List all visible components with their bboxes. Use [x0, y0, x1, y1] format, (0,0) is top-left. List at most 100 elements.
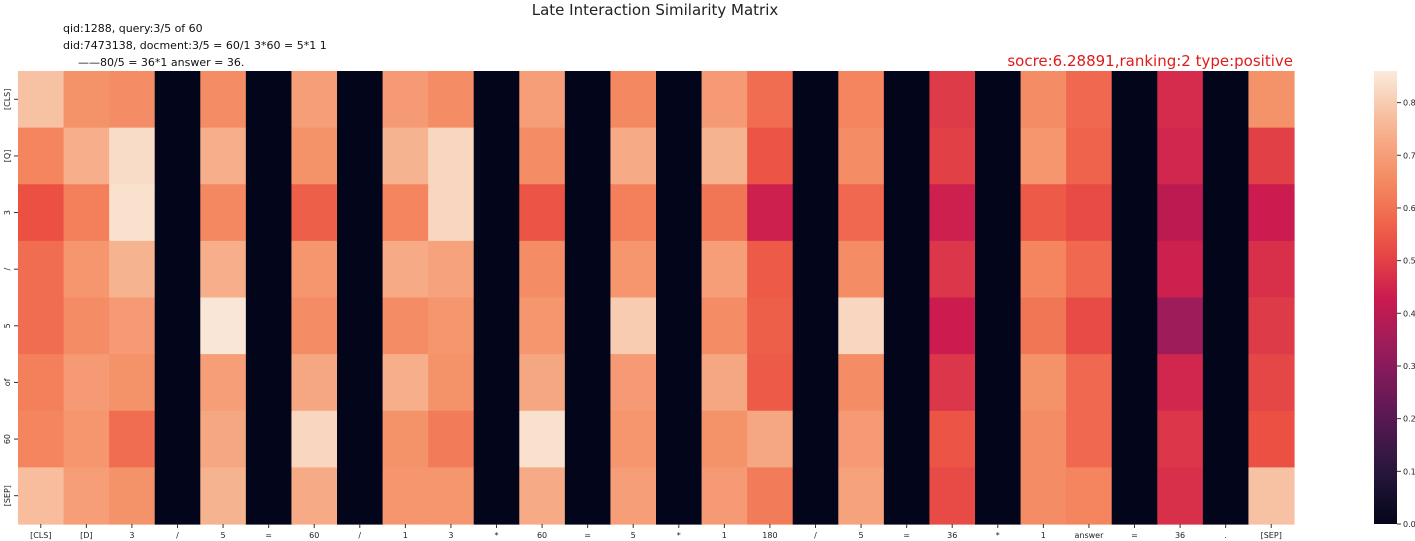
heatmap-cell	[18, 127, 65, 185]
heatmap-cell	[701, 240, 748, 299]
heatmap-cell	[656, 240, 703, 299]
heatmap-cell	[975, 354, 1022, 412]
heatmap-cell	[656, 127, 703, 185]
heatmap-cell	[154, 127, 201, 185]
heatmap-cell	[337, 297, 384, 355]
heatmap-cell	[701, 467, 748, 525]
heatmap-cell	[1020, 467, 1067, 525]
x-tick-label: 5	[631, 531, 636, 540]
heatmap-cell	[701, 410, 748, 468]
heatmap-cell	[610, 297, 657, 355]
heatmap-cell	[883, 184, 931, 242]
heatmap-cell	[747, 354, 794, 412]
y-tick-label: [Q]	[3, 150, 12, 163]
heatmap-cell	[701, 354, 748, 412]
heatmap-cell	[291, 297, 338, 355]
heatmap-cell	[701, 184, 748, 242]
heatmap-cell	[747, 240, 794, 299]
x-tick-label: 60	[309, 531, 319, 540]
colorbar-tick-label: 0.8	[1403, 99, 1415, 108]
heatmap-cell	[1248, 297, 1295, 355]
heatmap-cell	[883, 354, 931, 412]
x-tick-label: =	[903, 531, 910, 540]
heatmap-cell	[63, 354, 110, 412]
x-tick-label: 1	[722, 531, 727, 540]
heatmap-cell	[245, 184, 293, 242]
heatmap-cell	[656, 184, 703, 242]
heatmap-cell	[18, 410, 65, 468]
heatmap-cell	[929, 467, 976, 525]
heatmap-cell	[1066, 354, 1113, 412]
heatmap-cell	[519, 240, 566, 299]
heatmap-cell	[473, 297, 520, 355]
heatmap-cell	[200, 71, 247, 129]
heatmap-cell	[291, 184, 338, 242]
heatmap-cell	[610, 240, 657, 299]
heatmap-cell	[245, 297, 293, 355]
x-tick-label: 1	[403, 531, 408, 540]
x-tick-label: 5	[221, 531, 226, 540]
heatmap-cell	[428, 184, 475, 242]
heatmap-cell	[610, 467, 657, 525]
heatmap-cell	[1157, 410, 1204, 468]
heatmap-cell	[792, 184, 839, 242]
heatmap-cell	[656, 354, 703, 412]
heatmap-cell	[519, 410, 566, 468]
heatmap-cell	[656, 71, 703, 129]
heatmap-cell	[929, 410, 976, 468]
heatmap-cell	[1248, 127, 1295, 185]
heatmap-cell	[519, 71, 566, 129]
x-tick-label: *	[495, 531, 499, 540]
heatmap-cell	[610, 71, 657, 129]
x-tick-label: /	[814, 531, 817, 540]
colorbar-tick-label: 0.2	[1403, 415, 1415, 424]
heatmap-cell	[519, 127, 566, 185]
heatmap-cell	[382, 410, 429, 468]
heatmap-cell	[245, 240, 293, 299]
heatmap-cell	[1111, 354, 1158, 412]
heatmap-cell	[473, 184, 520, 242]
x-tick-label: *	[677, 531, 681, 540]
x-tick-label: *	[996, 531, 1000, 540]
x-tick-label: 36	[1175, 531, 1185, 540]
heatmap-cell	[747, 71, 794, 129]
x-tick-label: .	[1224, 531, 1227, 540]
heatmap-cell	[1111, 71, 1158, 129]
heatmap-cell	[838, 184, 885, 242]
heatmap-cell	[337, 127, 384, 185]
heatmap-cell	[564, 297, 612, 355]
heatmap-cells	[18, 71, 1295, 525]
y-tick-label: [CLS]	[3, 89, 12, 110]
heatmap-cell	[473, 467, 520, 525]
heatmap-cell	[564, 184, 612, 242]
heatmap-cell	[200, 240, 247, 299]
y-axis: [CLS] [Q] 3 / 5 of 60 [SEP]	[3, 89, 18, 506]
heatmap-cell	[747, 127, 794, 185]
heatmap-cell	[337, 354, 384, 412]
heatmap-cell	[1111, 410, 1158, 468]
heatmap-cell	[1020, 240, 1067, 299]
heatmap-cell	[337, 71, 384, 129]
heatmap-cell	[1066, 410, 1113, 468]
heatmap-cell	[109, 240, 156, 299]
heatmap-cell	[63, 240, 110, 299]
heatmap-cell	[1157, 354, 1204, 412]
heatmap-cell	[109, 467, 156, 525]
heatmap-cell	[337, 410, 384, 468]
colorbar-tick-label: 0.6	[1403, 204, 1415, 213]
heatmap-cell	[1157, 184, 1204, 242]
heatmap-cell	[382, 354, 429, 412]
heatmap-cell	[1111, 240, 1158, 299]
heatmap-cell	[883, 71, 931, 129]
heatmap-cell	[109, 354, 156, 412]
heatmap-cell	[337, 467, 384, 525]
heatmap-cell	[63, 467, 110, 525]
heatmap-cell	[564, 410, 612, 468]
x-tick-label: 36	[947, 531, 957, 540]
heatmap-cell	[1066, 297, 1113, 355]
heatmap-cell	[1248, 467, 1295, 525]
heatmap-cell	[291, 127, 338, 185]
heatmap-cell	[382, 71, 429, 129]
heatmap-cell	[200, 184, 247, 242]
